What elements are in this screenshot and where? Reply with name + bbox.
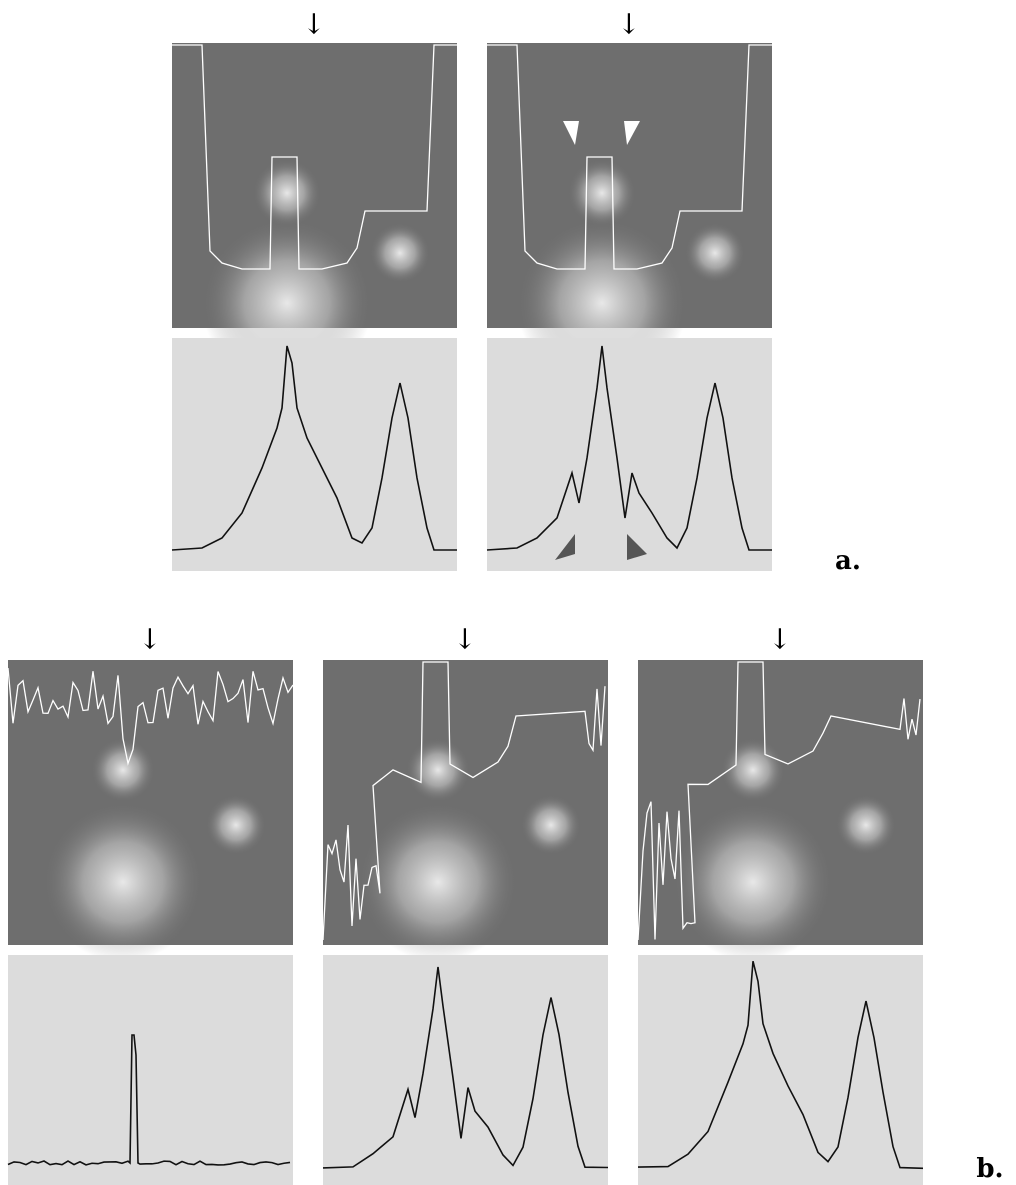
- blob: [253, 159, 321, 227]
- arrow: ↓: [617, 8, 640, 41]
- profile-background: [323, 955, 608, 1185]
- panel-label: a.: [835, 546, 861, 576]
- marker: [563, 121, 579, 145]
- profile-line: [637, 961, 924, 1170]
- blob: [685, 223, 745, 283]
- scan-line: [7, 667, 294, 766]
- marker: [627, 534, 647, 560]
- blob: [521, 795, 581, 855]
- blob: [43, 802, 203, 962]
- marker: [624, 121, 640, 145]
- profile-background: [487, 338, 772, 571]
- blob: [673, 802, 833, 962]
- profile-line: [322, 966, 609, 1169]
- blob: [721, 738, 785, 802]
- scan-line: [487, 44, 772, 270]
- image-panel: [7, 660, 294, 962]
- marker: [555, 534, 575, 560]
- blob: [568, 159, 636, 227]
- blob: [836, 795, 896, 855]
- image-panel: [487, 43, 772, 388]
- blob: [358, 802, 518, 962]
- arrow: ↓: [453, 623, 476, 656]
- profile-line: [7, 1034, 291, 1166]
- image-panel: [637, 660, 923, 962]
- profile-line: [171, 345, 457, 551]
- scan-line: [172, 44, 457, 270]
- scan-line: [637, 661, 921, 941]
- panel-label: b.: [976, 1154, 1003, 1184]
- profile-background: [8, 955, 293, 1185]
- profile-line: [486, 345, 772, 551]
- blob: [91, 738, 155, 802]
- arrow: ↓: [138, 623, 161, 656]
- image-panel: [172, 43, 457, 388]
- image-panel: [322, 660, 608, 962]
- blob: [206, 795, 266, 855]
- scan-line: [322, 661, 606, 941]
- arrow: ↓: [302, 8, 325, 41]
- blob: [370, 223, 430, 283]
- arrow: ↓: [768, 623, 791, 656]
